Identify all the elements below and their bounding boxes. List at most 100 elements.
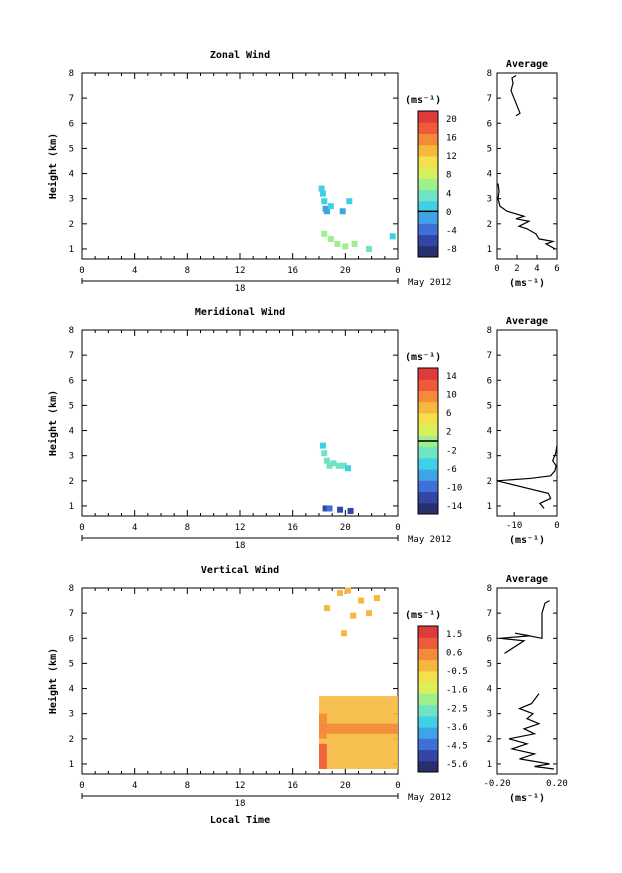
panel-title: Meridional Wind — [195, 306, 285, 318]
data-cell — [346, 198, 353, 205]
avg-y-tick-label: 7 — [487, 351, 492, 361]
colorbar-tick-label: 1.5 — [446, 630, 462, 640]
colorbar-tick-label: 20 — [446, 115, 457, 125]
data-cell — [323, 457, 330, 464]
colorbar-swatch — [418, 424, 438, 436]
colorbar-swatch — [418, 200, 438, 213]
colorbar-frame — [417, 625, 439, 773]
avg-y-tick-label: 5 — [487, 659, 492, 669]
y-tick-label: 5 — [69, 659, 74, 669]
colorbar-tick-label: -0.5 — [446, 667, 468, 677]
x-tick-label: 20 — [340, 523, 351, 533]
avg-y-tick-label: 8 — [487, 326, 492, 336]
colorbar-swatch — [418, 457, 438, 470]
x-axis-label: Local Time — [210, 814, 270, 826]
colorbar-swatch — [418, 167, 438, 179]
y-tick-label: 4 — [69, 685, 74, 695]
y-tick-label: 8 — [69, 326, 74, 336]
data-cell — [337, 506, 344, 513]
data-cell — [339, 208, 346, 215]
colorbar-swatch — [418, 122, 438, 134]
colorbar-swatch — [418, 155, 438, 168]
x-tick-label: 12 — [235, 523, 246, 533]
avg-y-tick-label: 7 — [487, 94, 492, 104]
avg-y-tick-label: 5 — [487, 144, 492, 154]
colorbar-swatch — [418, 133, 438, 146]
y-tick-label: 7 — [69, 94, 74, 104]
colorbar-swatch — [418, 144, 438, 157]
colorbar-swatch — [418, 648, 438, 661]
data-cell — [327, 235, 334, 242]
data-cell — [337, 590, 344, 597]
y-tick-label: 1 — [69, 760, 74, 770]
colorbar-tick-label: -14 — [446, 502, 462, 512]
colorbar-tick-label: -4 — [446, 226, 457, 236]
data-cell — [326, 462, 333, 469]
colorbar-swatch — [418, 738, 438, 751]
colorbar-swatch — [418, 760, 438, 773]
y-tick-label: 1 — [69, 502, 74, 512]
colorbar-frame — [417, 110, 439, 258]
colorbar-swatch — [418, 626, 438, 638]
colorbar-swatch — [418, 670, 438, 683]
data-cell — [323, 208, 330, 215]
avg-x-tick-label: -0.20 — [483, 779, 510, 789]
colorbar-swatch — [418, 178, 438, 191]
data-cell — [366, 610, 373, 617]
avg-y-tick-label: 3 — [487, 452, 492, 462]
y-tick-label: 2 — [69, 220, 74, 230]
avg-y-tick-label: 8 — [487, 69, 492, 79]
data-cell — [326, 505, 333, 512]
y-tick-label: 3 — [69, 195, 74, 205]
data-cell — [330, 460, 337, 467]
colorbar-tick-label: 4 — [446, 189, 451, 199]
data-cell — [341, 630, 348, 637]
y-tick-label: 1 — [69, 245, 74, 255]
average-title: Average — [506, 574, 548, 585]
avg-y-tick-label: 1 — [487, 245, 492, 255]
colorbar-swatch — [418, 491, 438, 504]
data-block — [319, 713, 327, 739]
x-tick-label: 0 — [79, 266, 84, 276]
x-tick-label: 20 — [340, 781, 351, 791]
colorbar-swatch — [418, 480, 438, 493]
data-cell — [319, 190, 326, 197]
data-cell — [322, 505, 329, 512]
average-frame — [496, 329, 558, 517]
y-tick-label: 3 — [69, 710, 74, 720]
avg-y-tick-label: 2 — [487, 735, 492, 745]
date-label: May 2012 — [408, 535, 451, 545]
data-cell — [366, 245, 373, 252]
data-cell — [327, 203, 334, 210]
colorbar-swatch — [418, 111, 438, 123]
data-cell — [389, 233, 396, 240]
colorbar-swatch — [418, 368, 438, 380]
y-tick-label: 5 — [69, 401, 74, 411]
avg-x-tick-label: 0 — [494, 264, 499, 274]
colorbar-swatch — [418, 469, 438, 481]
colorbar-tick-label: -5.6 — [446, 760, 468, 770]
colorbar-swatch — [418, 659, 438, 672]
date-axis-label: 18 — [235, 541, 246, 551]
colorbar-swatch — [418, 727, 438, 739]
avg-y-tick-label: 4 — [487, 685, 492, 695]
data-cell — [334, 240, 341, 247]
avg-y-tick-label: 1 — [487, 502, 492, 512]
data-cell — [342, 243, 349, 250]
colorbar-swatch — [418, 412, 438, 425]
colorbar-swatch — [418, 693, 438, 706]
x-tick-label: 16 — [287, 781, 298, 791]
y-tick-label: 8 — [69, 69, 74, 79]
avg-y-tick-label: 7 — [487, 609, 492, 619]
y-tick-label: 7 — [69, 351, 74, 361]
x-tick-label: 4 — [132, 781, 137, 791]
x-tick-label: 0 — [395, 523, 400, 533]
colorbar-tick-label: 6 — [446, 409, 451, 419]
avg-x-tick-label: 4 — [534, 264, 539, 274]
avg-y-tick-label: 1 — [487, 760, 492, 770]
y-tick-label: 2 — [69, 735, 74, 745]
x-tick-label: 8 — [185, 523, 190, 533]
colorbar-tick-label: 12 — [446, 152, 457, 162]
avg-x-tick-label: 6 — [554, 264, 559, 274]
